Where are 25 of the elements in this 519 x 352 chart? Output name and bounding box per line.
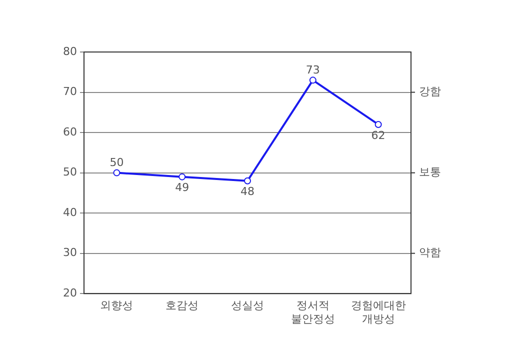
x-tick-label: 외향성	[100, 299, 134, 312]
data-label: 73	[306, 64, 320, 77]
point	[244, 177, 251, 184]
data-label: 48	[240, 185, 254, 198]
x-tick-label: 경험에대한 개방성	[350, 299, 406, 326]
point	[178, 173, 186, 180]
x-tick-label: 정서적 불안정성	[290, 299, 335, 326]
y-tick-label: 60	[62, 125, 77, 138]
text: 보통	[419, 166, 441, 179]
point	[309, 76, 316, 84]
y-tick-label: 70	[62, 85, 77, 98]
x-tick-label: 성실성	[231, 299, 264, 312]
data-label: 49	[175, 181, 190, 194]
point	[113, 169, 120, 176]
y-tick-label: 30	[62, 246, 77, 260]
text: 약함	[419, 246, 441, 260]
point	[374, 120, 382, 128]
data-label: 62	[371, 128, 386, 142]
text: 강함	[419, 85, 441, 98]
y-tick-label: 80	[62, 44, 77, 58]
y-tick-label: 40	[62, 206, 77, 219]
data-label: 50	[110, 156, 124, 170]
x-tick-label: 호감성	[166, 299, 199, 312]
y-tick-label: 20	[62, 286, 77, 300]
y-tick-label: 50	[62, 166, 77, 179]
